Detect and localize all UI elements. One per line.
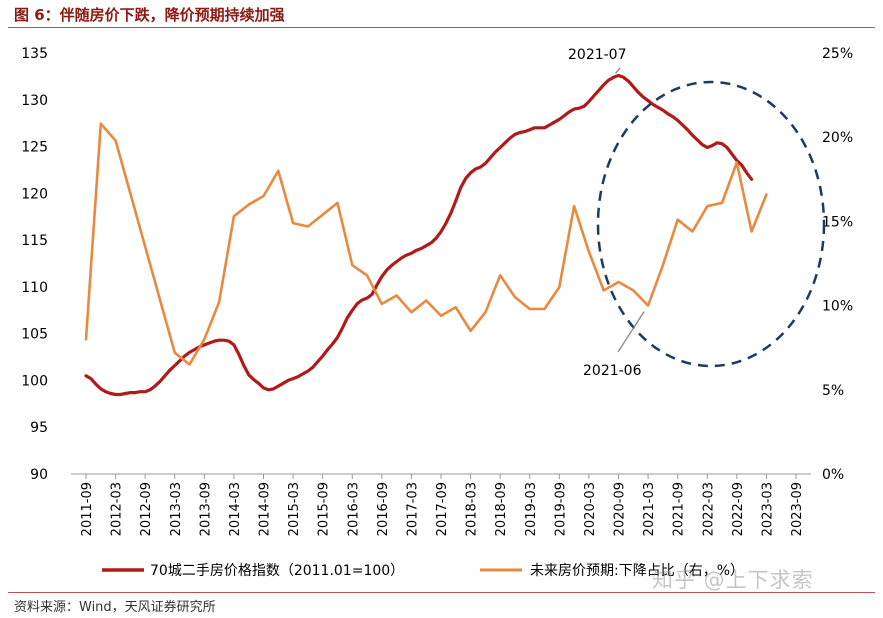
watermark: 知乎 @上下求索 — [652, 568, 814, 592]
left-axis-ticks: 90 95 100 105 110 115 120 125 130 135 — [21, 46, 48, 483]
x-tick-label: 2014-03 — [228, 482, 243, 536]
callout-label-trough: 2021-06 — [583, 363, 642, 379]
x-tick-label: 2023-09 — [790, 482, 805, 536]
x-axis: 2011-09 2012-03 2012-09 2013-03 2013-09 2014-… — [71, 473, 811, 536]
x-tick-label: 2021-09 — [672, 482, 687, 536]
x-tick-label: 2022-09 — [731, 482, 746, 536]
left-tick-label: 120 — [21, 186, 48, 202]
x-tick-label: 2022-03 — [701, 482, 716, 536]
x-tick-label: 2019-03 — [524, 482, 539, 536]
right-tick-label: 15% — [822, 214, 853, 230]
left-tick-label: 100 — [21, 373, 48, 389]
x-tick-label: 2011-09 — [80, 482, 95, 536]
x-tick-label: 2019-09 — [553, 482, 568, 536]
figure-title: 图 6：伴随房价下跌，降价预期持续加强 — [14, 6, 285, 24]
x-tick-label: 2012-03 — [110, 482, 125, 536]
x-tick-label: 2017-09 — [435, 482, 450, 536]
legend-label: 70城二手房价格指数（2011.01=100） — [150, 563, 404, 579]
left-tick-label: 130 — [21, 93, 48, 109]
x-tick-label: 2014-09 — [258, 482, 273, 536]
right-axis-ticks: 0% 5% 10% 15% 20% 25% — [822, 46, 853, 483]
source-rule — [8, 592, 875, 593]
x-tick-label: 2016-09 — [376, 482, 391, 536]
x-tick-label: 2018-03 — [465, 482, 480, 536]
left-tick-label: 95 — [30, 420, 48, 436]
x-tick-label: 2013-03 — [169, 482, 184, 536]
x-tick-label: 2013-09 — [198, 482, 213, 536]
annotations: 2021-07 2021-06 — [568, 47, 826, 379]
callout-label-peak: 2021-07 — [568, 47, 627, 63]
x-tick-label: 2018-09 — [494, 482, 509, 536]
series-lines — [84, 73, 768, 397]
right-tick-label: 0% — [822, 467, 844, 483]
x-tick-label: 2020-03 — [583, 482, 598, 536]
title-rule — [8, 27, 875, 28]
highlight-circle — [596, 80, 826, 368]
right-tick-label: 25% — [822, 46, 853, 62]
left-tick-label: 125 — [21, 140, 48, 156]
expectation-line — [84, 122, 768, 366]
right-tick-label: 20% — [822, 130, 853, 146]
source-note: 资料来源：Wind，天风证券研究所 — [14, 600, 216, 615]
x-tick-label: 2015-09 — [317, 482, 332, 536]
callout-line-peak — [614, 67, 621, 74]
left-tick-label: 110 — [21, 280, 48, 296]
left-tick-label: 115 — [21, 233, 48, 249]
legend-label: 未来房价预期:下降占比（右，%） — [530, 563, 744, 579]
right-tick-label: 5% — [822, 383, 844, 399]
left-tick-label: 105 — [21, 327, 48, 343]
x-tick-label: 2020-09 — [613, 482, 628, 536]
legend: 70城二手房价格指数（2011.01=100） 未来房价预期:下降占比（右，%） — [102, 563, 744, 579]
callout-line-trough — [617, 311, 645, 353]
x-tick-label: 2023-03 — [760, 482, 775, 536]
price-index-line — [84, 73, 754, 397]
x-tick-label: 2015-03 — [287, 482, 302, 536]
left-tick-label: 90 — [30, 467, 48, 483]
x-tick-label: 2012-09 — [139, 482, 154, 536]
right-tick-label: 10% — [822, 299, 853, 315]
x-tick-label: 2021-03 — [642, 482, 657, 536]
x-tick-label: 2017-03 — [405, 482, 420, 536]
x-tick-label: 2016-03 — [346, 482, 361, 536]
left-tick-label: 135 — [21, 46, 48, 62]
